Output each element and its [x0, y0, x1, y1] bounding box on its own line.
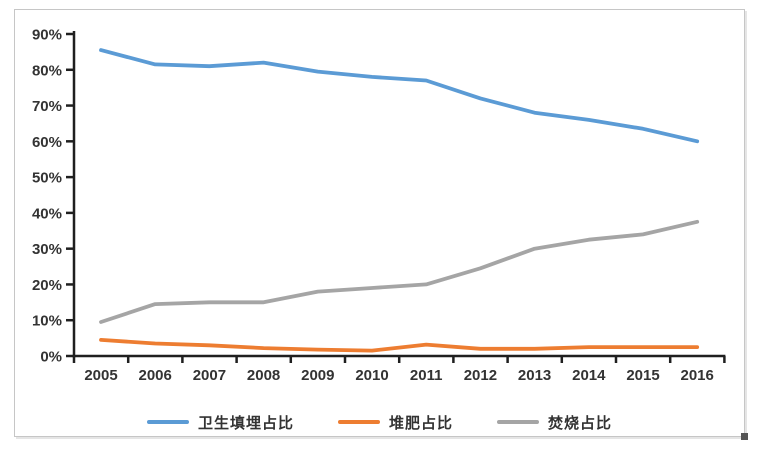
x-tick-label: 2014 [572, 367, 606, 384]
chart-legend: 卫生填埋占比 堆肥占比 焚烧占比 [15, 410, 744, 434]
legend-line-swatch [337, 420, 380, 424]
series-line-incineration [99, 219, 700, 324]
legend-label: 焚烧占比 [548, 414, 613, 432]
y-tick-label: 30% [32, 241, 62, 258]
y-tick-label: 0% [40, 349, 62, 366]
x-tick-label: 2012 [464, 367, 497, 384]
y-tick-label: 70% [32, 98, 62, 115]
y-tick-label: 10% [32, 313, 62, 330]
x-tick-label: 2016 [681, 367, 714, 384]
y-tick-label: 90% [32, 27, 62, 44]
legend-label: 堆肥占比 [388, 414, 453, 432]
resize-handle-icon [741, 433, 748, 440]
legend-item-compost: 堆肥占比 [337, 412, 453, 433]
series-line-compost [99, 337, 700, 353]
series-line-landfill [99, 48, 700, 144]
x-tick-label: 2010 [355, 367, 388, 384]
y-tick-label: 50% [32, 170, 62, 187]
x-tick-label: 2006 [139, 367, 172, 384]
y-tick-label: 80% [32, 62, 62, 79]
x-tick-label: 2009 [301, 367, 334, 384]
x-tick-label: 2008 [247, 367, 280, 384]
x-tick-label: 2011 [410, 367, 443, 384]
y-tick-label: 60% [32, 134, 62, 151]
x-tick-label: 2005 [84, 367, 117, 384]
y-tick-label: 40% [32, 205, 62, 222]
chart-frame: 0% 10% 20% 30% 40% 50% 60% 70% 80% 90% 2005 2006 200… [14, 9, 748, 440]
x-tick-label: 2013 [518, 367, 551, 384]
line-chart: 0% 10% 20% 30% 40% 50% 60% 70% 80% 90% 2005 2006 200… [32, 27, 726, 384]
legend-line-swatch [146, 420, 189, 424]
x-tick-label: 2007 [193, 367, 226, 384]
legend-label: 卫生填埋占比 [197, 414, 294, 432]
legend-item-landfill: 卫生填埋占比 [146, 412, 294, 433]
x-tick-label: 2015 [626, 367, 659, 384]
legend-item-incineration: 焚烧占比 [497, 412, 612, 433]
y-tick-label: 20% [32, 277, 62, 294]
legend-line-swatch [497, 420, 539, 424]
